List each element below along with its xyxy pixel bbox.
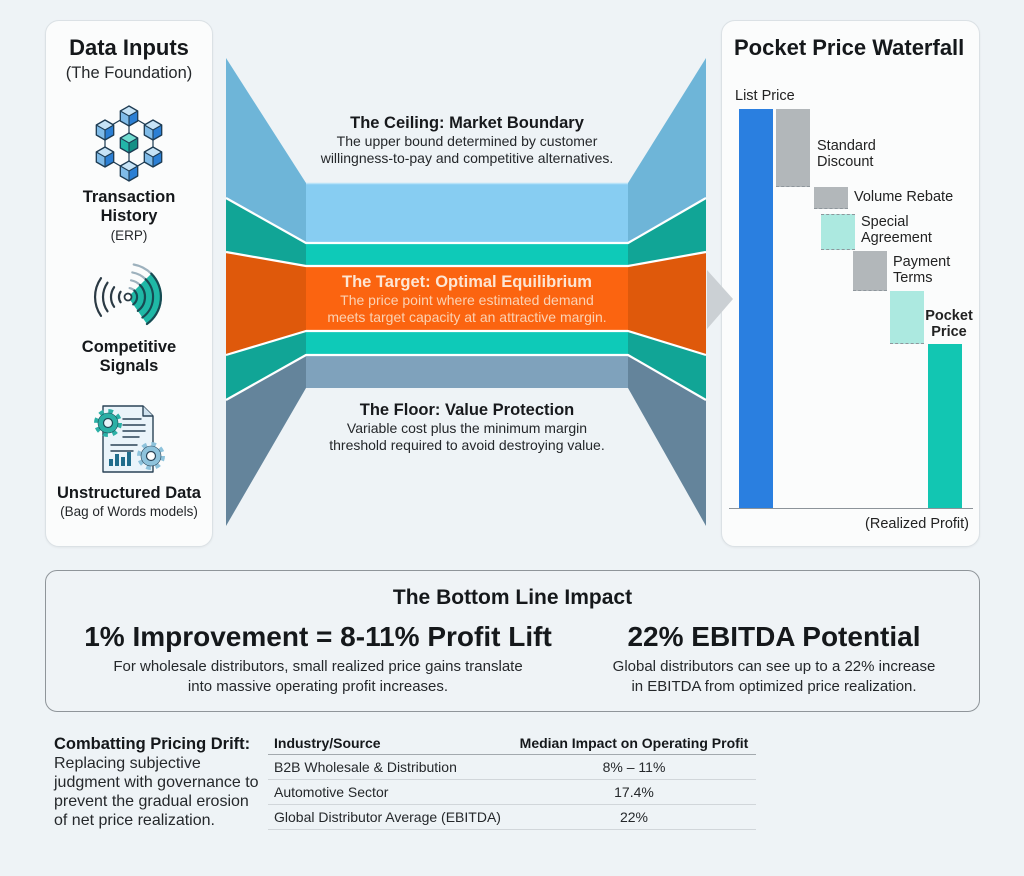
bottom-line-impact-panel: The Bottom Line Impact 1% Improvement = … <box>45 570 980 712</box>
table-cell-industry: Automotive Sector <box>274 784 389 800</box>
waterfall-bar-pocket-price <box>928 344 962 509</box>
waterfall-bar-special-agreement <box>821 214 855 250</box>
ceiling-desc-line: willingness-to-pay and competitive alter… <box>320 150 614 166</box>
ceiling-title: The Ceiling: Market Boundary <box>350 114 584 132</box>
data-inputs-subtitle: (The Foundation) <box>65 64 193 82</box>
realized-profit-caption: (Realized Profit) <box>865 516 969 532</box>
target-title: The Target: Optimal Equilibrium <box>342 273 592 291</box>
standard-discount-line: Discount <box>817 154 874 170</box>
table-header-industry: Industry/Source <box>274 735 381 751</box>
special-agreement-line: Special <box>861 214 909 230</box>
ceiling-section: The Ceiling: Market Boundary The upper b… <box>247 113 687 167</box>
table-row: B2B Wholesale & Distribution 8% – 11% <box>268 755 756 780</box>
table-header-row: Industry/Source Median Impact on Operati… <box>268 733 756 755</box>
pocket-price-label: Pocket Price <box>923 308 975 340</box>
document-gears-icon <box>94 405 165 473</box>
profit-lift-stat: 1% Improvement = 8-11% Profit Lift For w… <box>68 620 568 697</box>
table-row: Global Distributor Average (EBITDA) 22% <box>268 805 756 830</box>
bottom-line-title: The Bottom Line Impact <box>392 586 633 609</box>
waterfall-bar-list-price <box>739 109 773 509</box>
funnel-floor-band <box>306 355 628 388</box>
pricing-drift-body: Replacing subjective judgment with gover… <box>54 754 269 830</box>
ebitda-desc-line: in EBITDA from optimized price realizati… <box>631 678 917 695</box>
standard-discount-line: Standard <box>817 138 876 154</box>
waterfall-plot <box>722 21 979 546</box>
competitive-signals-line: Competitive <box>81 338 177 356</box>
floor-description: Variable cost plus the minimum margin th… <box>247 420 687 454</box>
transaction-history-label: Transaction History <box>46 188 212 226</box>
waterfall-baseline <box>729 508 973 509</box>
pricing-drift-title: Combatting Pricing Drift: <box>54 735 251 753</box>
funnel-left-upper-buffer-wall <box>226 198 306 266</box>
pocket-price-waterfall-card: Pocket Price Waterfall List Price Standa… <box>721 20 980 547</box>
target-desc-line: meets target capacity at an attractive m… <box>327 309 607 325</box>
funnel-right-upper-buffer-wall <box>628 198 706 266</box>
funnel-upper-buffer-band <box>306 243 628 266</box>
floor-desc-line: Variable cost plus the minimum margin <box>346 420 588 436</box>
data-inputs-title: Data Inputs <box>69 35 189 60</box>
funnel-lower-buffer-band <box>306 331 628 355</box>
funnel-ceiling-band <box>306 183 628 243</box>
ceiling-description: The upper bound determined by customer w… <box>247 133 687 167</box>
payment-terms-line: Payment <box>893 254 951 270</box>
table-cell-impact: 22% <box>619 809 649 825</box>
pricing-drift-note: Combatting Pricing Drift: Replacing subj… <box>54 735 269 830</box>
impact-table: Industry/Source Median Impact on Operati… <box>268 733 756 830</box>
flow-arrow-icon <box>707 270 733 329</box>
data-inputs-card: Data Inputs (The Foundation) <box>45 20 213 547</box>
transaction-history-line: History <box>100 207 158 225</box>
waterfall-bar-volume-rebate <box>814 187 848 209</box>
pocket-price-line: Pocket <box>925 308 973 324</box>
waterfall-bar-unlabeled-adjustment <box>890 291 924 344</box>
ebitda-desc-line: Global distributors can see up to a 22% … <box>612 658 936 675</box>
ceiling-desc-line: The upper bound determined by customer <box>336 133 598 149</box>
pricing-drift-line: Replacing subjective <box>54 755 201 772</box>
floor-title: The Floor: Value Protection <box>359 401 575 419</box>
network-cubes-icon <box>95 105 163 182</box>
profit-lift-desc-line: into massive operating profit increases. <box>187 678 449 695</box>
waterfall-bar-standard-discount <box>776 109 810 187</box>
target-desc-line: The price point where estimated demand <box>340 292 594 308</box>
floor-desc-line: threshold required to avoid destroying v… <box>329 437 605 453</box>
unstructured-data-source: (Bag of Words models) <box>60 504 198 519</box>
list-price-label: List Price <box>735 88 795 104</box>
transaction-history-line: Transaction <box>82 188 176 206</box>
table-cell-impact: 17.4% <box>614 784 654 800</box>
profit-lift-desc-line: For wholesale distributors, small realiz… <box>113 658 523 675</box>
competitive-signals-label: Competitive Signals <box>46 338 212 376</box>
pricing-drift-line: prevent the gradual erosion <box>54 793 249 810</box>
table-row: Automotive Sector 17.4% <box>268 780 756 805</box>
pocket-price-line: Price <box>931 324 967 340</box>
signal-icon <box>94 263 163 326</box>
payment-terms-label: Payment Terms <box>893 254 950 286</box>
floor-section: The Floor: Value Protection Variable cos… <box>247 400 687 454</box>
profit-lift-description: For wholesale distributors, small realiz… <box>68 657 568 697</box>
table-cell-impact: 8% – 11% <box>602 759 666 775</box>
pricing-drift-line: of net price realization. <box>54 812 215 829</box>
pricing-drift-line: judgment with governance to <box>54 774 259 791</box>
target-section: The Target: Optimal Equilibrium The pric… <box>247 272 687 326</box>
table-cell-industry: B2B Wholesale & Distribution <box>274 759 457 775</box>
unstructured-data-label: Unstructured Data <box>57 484 201 502</box>
table-header-impact: Median Impact on Operating Profit <box>519 735 749 751</box>
table-cell-industry: Global Distributor Average (EBITDA) <box>274 809 501 825</box>
ebitda-headline: 22% EBITDA Potential <box>627 621 921 652</box>
profit-lift-headline: 1% Improvement = 8-11% Profit Lift <box>84 621 552 652</box>
funnel-left-lower-buffer-wall <box>226 331 306 400</box>
payment-terms-line: Terms <box>893 270 933 286</box>
waterfall-title: Pocket Price Waterfall <box>734 35 965 60</box>
standard-discount-label: Standard Discount <box>817 138 876 170</box>
special-agreement-line: Agreement <box>861 230 932 246</box>
volume-rebate-label: Volume Rebate <box>854 189 954 205</box>
competitive-signals-line: Signals <box>99 357 159 375</box>
waterfall-bar-payment-terms <box>853 251 887 291</box>
special-agreement-label: Special Agreement <box>861 214 932 246</box>
funnel-right-lower-buffer-wall <box>628 331 706 400</box>
ebitda-potential-stat: 22% EBITDA Potential Global distributors… <box>564 620 984 697</box>
target-description: The price point where estimated demand m… <box>247 292 687 326</box>
ebitda-description: Global distributors can see up to a 22% … <box>564 657 984 697</box>
transaction-history-source: (ERP) <box>110 228 148 243</box>
